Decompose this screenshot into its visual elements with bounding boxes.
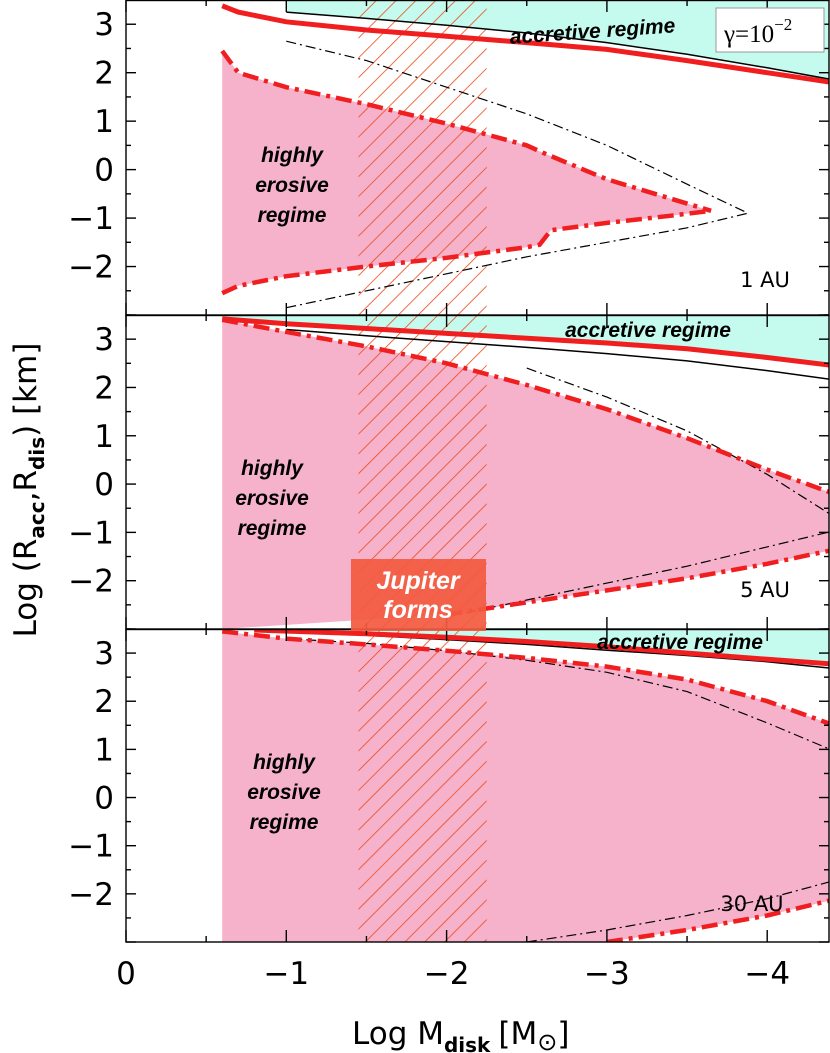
svg-text:γ=10−2: γ=10−2 [723,15,792,48]
x-tick-label: −3 [584,956,630,992]
y-tick-label: 2 [94,370,114,406]
accretive-regime-label: accretive regime [597,631,763,654]
y-tick-label: 3 [94,636,114,672]
x-axis-title-unit-open: [M [498,1016,537,1052]
y-axis-title-mid: ,R [8,470,44,501]
black-dashdot-upper-curve [526,367,829,515]
svg-text:Log (Racc,Rdis) [km]: Log (Racc,Rdis) [km] [8,343,49,638]
red-solid-curve [222,316,829,368]
panels: accretive regime highly erosive regime 1 AU a… [220,0,829,942]
erosive-regime-label-line: highly [241,457,304,480]
hatched-band [358,629,487,942]
y-tick-label: −1 [68,829,114,865]
y-tick-label: −2 [68,877,114,913]
distance-label: 5 AU [740,578,790,602]
y-tick-label: −1 [68,201,114,237]
black-dashdot-lower-curve [286,212,749,309]
y-axis-title-sub1: acc [25,501,49,538]
y-tick-label: 0 [94,781,114,817]
y-tick-label: 2 [94,684,114,720]
x-axis-title-unit-sym: ⊙ [537,1028,557,1053]
red-dashdot-upper-curve [221,317,829,495]
red-solid-curve [254,629,829,667]
erosive-regime-label-line: highly [253,751,316,774]
x-axis-title-sub: disk [444,1033,491,1053]
y-axis-title-sub2: dis [25,437,49,470]
x-axis-title: Log Mdisk [M⊙] [352,1016,569,1053]
y-tick-label: 1 [94,104,114,140]
x-tick-label: 0 [116,956,136,992]
gamma-label-text: γ=10 [723,21,774,48]
y-axis-3: −2 −1 0 1 2 3 [68,628,829,943]
jupiter-box [351,559,486,631]
erosive-regime-label-line: regime [258,204,327,227]
black-solid-curve [286,11,829,80]
red-dashdot-lower-curve [446,548,829,617]
x-tick-label: −2 [424,956,470,992]
gamma-label-exp: −2 [774,15,792,34]
accretive-region [254,629,829,664]
y-axis-title-pre: Log (R [8,539,44,638]
x-tick-label: −1 [263,956,309,992]
jupiter-label-line2: forms [383,596,453,624]
black-dashdot-lower-curve [526,881,829,942]
x-tick-label: −4 [744,956,790,992]
red-dashdot-upper-curve [221,629,829,726]
y-tick-label: 0 [94,467,114,503]
red-dashdot-lower-curve [606,898,829,942]
y-axis-title-post: ) [km] [8,343,44,437]
svg-text:Log Mdisk[M⊙]: Log Mdisk [M⊙] [352,1016,569,1053]
panel-2 [221,315,829,629]
black-solid-curve [286,328,829,380]
accretive-regime-label: accretive regime [565,319,731,342]
y-axis-title: Log (Racc,Rdis) [km] [8,343,49,638]
y-tick-label: −2 [68,564,114,600]
erosive-regime-label-line: erosive [235,487,309,510]
panel-1 [220,0,829,315]
distance-label: 1 AU [740,268,790,292]
y-tick-label: −2 [68,250,114,286]
y-tick-label: 0 [94,153,114,189]
erosive-regime-label-line: regime [238,517,307,540]
black-dashdot-upper-curve [286,638,829,750]
jupiter-label-line1: Jupiter [376,567,461,595]
x-axis-title-main: Log M [352,1016,444,1052]
y-axis-2: −2 −1 0 1 2 3 [68,314,829,630]
erosive-regime-label-line: regime [250,811,319,834]
erosive-regime-label-line: erosive [247,781,321,804]
y-tick-label: −1 [68,515,114,551]
panel-3 [221,629,829,942]
y-tick-label: 2 [94,56,114,92]
erosive-regime-label-line: highly [261,144,324,167]
y-tick-label: 1 [94,419,114,455]
distance-label: 30 AU [720,892,783,916]
hatched-band [358,0,487,315]
red-solid-curve [221,3,829,85]
gamma-label: γ=10−2 [715,7,825,53]
jupiter-annotation: Jupiter forms [351,559,486,631]
y-tick-label: 1 [94,732,114,768]
x-tick-labels: 0 −1 −2 −3 −4 [116,956,790,992]
gamma-label-box [715,7,825,53]
black-dashdot-upper-curve [286,40,749,214]
red-dashdot-lower-curve [221,208,712,296]
erosive-regime-label-line: erosive [255,174,329,197]
y-axis-1: −2 −1 0 1 2 3 [68,0,829,316]
y-tick-label: 3 [94,322,114,358]
erosive-region [222,319,829,629]
x-axis-title-unit-close: ] [557,1016,569,1052]
y-tick-label: 3 [94,7,114,43]
